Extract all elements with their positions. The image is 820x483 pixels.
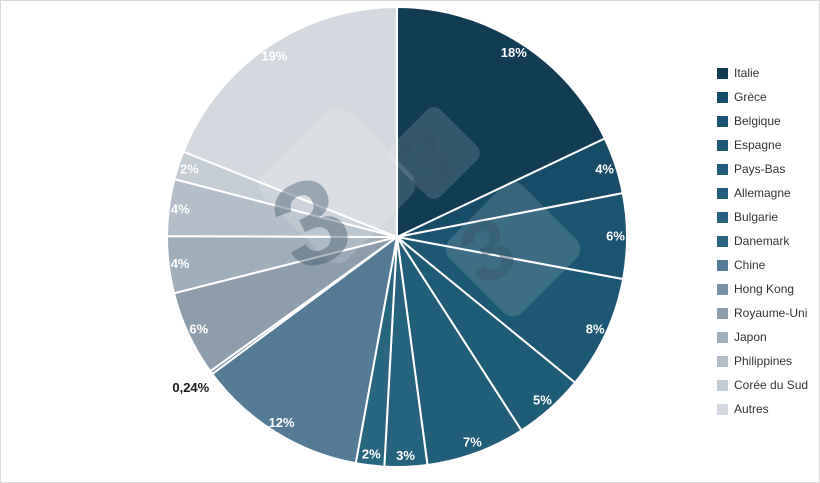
legend-swatch xyxy=(717,211,728,223)
legend-item-coree-du-sud: Corée du Sud xyxy=(717,373,808,397)
slice-label-chine: 12% xyxy=(269,415,295,430)
slice-label-pays-bas: 5% xyxy=(533,393,552,408)
legend: Italie Grèce Belgique Espagne Pays-Bas Allema… xyxy=(717,61,808,421)
legend-item-grece: Grèce xyxy=(717,85,808,109)
legend-label: Pays-Bas xyxy=(734,162,786,176)
legend-label: Espagne xyxy=(734,138,782,152)
legend-label: Philippines xyxy=(734,354,793,368)
legend-label: Allemagne xyxy=(734,186,791,200)
legend-label: Belgique xyxy=(734,114,781,128)
pie-slice-chine xyxy=(211,236,398,465)
legend-swatch xyxy=(717,115,728,127)
slice-label-japon: 4% xyxy=(171,256,190,271)
slice-label-royaume-uni: 6% xyxy=(189,322,208,337)
legend-item-japon: Japon xyxy=(717,325,808,349)
legend-item-chine: Chine xyxy=(717,253,808,277)
slice-label-espagne: 8% xyxy=(586,322,605,337)
slice-label-allemagne: 7% xyxy=(463,435,482,450)
slice-label-italie: 18% xyxy=(501,45,527,60)
legend-swatch xyxy=(717,331,728,343)
legend-swatch xyxy=(717,259,728,271)
legend-label: Italie xyxy=(734,66,760,80)
legend-item-belgique: Belgique xyxy=(717,109,808,133)
slice-label-belgique: 6% xyxy=(606,229,625,244)
slice-label-philippines: 4% xyxy=(171,201,190,216)
watermark-diamond-icon xyxy=(388,107,480,199)
legend-swatch xyxy=(717,163,728,175)
legend-label: Hong Kong xyxy=(734,282,795,296)
legend-swatch xyxy=(717,403,728,415)
legend-item-bulgarie: Bulgarie xyxy=(717,205,808,229)
legend-label: Japon xyxy=(734,330,767,344)
legend-label: Autres xyxy=(734,402,769,416)
legend-swatch xyxy=(717,355,728,367)
slice-label-grece: 4% xyxy=(595,161,614,176)
legend-item-espagne: Espagne xyxy=(717,133,808,157)
legend-swatch xyxy=(717,235,728,247)
pie-slice-autres xyxy=(182,6,398,238)
legend-item-autres: Autres xyxy=(717,397,808,421)
watermark-diamond-icon xyxy=(258,106,416,264)
watermark-diamond-icon xyxy=(445,181,581,317)
legend-swatch xyxy=(717,187,728,199)
legend-swatch xyxy=(717,67,728,79)
legend-item-pays-bas: Pays-Bas xyxy=(717,157,808,181)
legend-label: Danemark xyxy=(734,234,790,248)
legend-swatch xyxy=(717,307,728,319)
legend-label: Chine xyxy=(734,258,766,272)
slice-label-hong-kong: 0,24% xyxy=(172,380,209,395)
legend-item-italie: Italie xyxy=(717,61,808,85)
slice-label-autres: 19% xyxy=(261,49,287,64)
slice-label-bulgarie: 3% xyxy=(396,448,415,463)
legend-label: Royaume-Uni xyxy=(734,306,808,320)
legend-item-philippines: Philippines xyxy=(717,349,808,373)
legend-swatch xyxy=(717,91,728,103)
legend-label: Bulgarie xyxy=(734,210,779,224)
legend-item-royaume-uni: Royaume-Uni xyxy=(717,301,808,325)
legend-label: Grèce xyxy=(734,90,767,104)
slice-label-coree-du-sud: 2% xyxy=(180,161,199,176)
legend-swatch xyxy=(717,283,728,295)
legend-swatch xyxy=(717,379,728,391)
legend-swatch xyxy=(717,139,728,151)
pie-slice-espagne xyxy=(396,236,625,384)
legend-item-hong-kong: Hong Kong xyxy=(717,277,808,301)
legend-item-danemark: Danemark xyxy=(717,229,808,253)
legend-item-allemagne: Allemagne xyxy=(717,181,808,205)
legend-label: Corée du Sud xyxy=(734,378,809,392)
slice-label-danemark: 2% xyxy=(362,447,381,462)
pie-slice-italie xyxy=(396,6,606,238)
